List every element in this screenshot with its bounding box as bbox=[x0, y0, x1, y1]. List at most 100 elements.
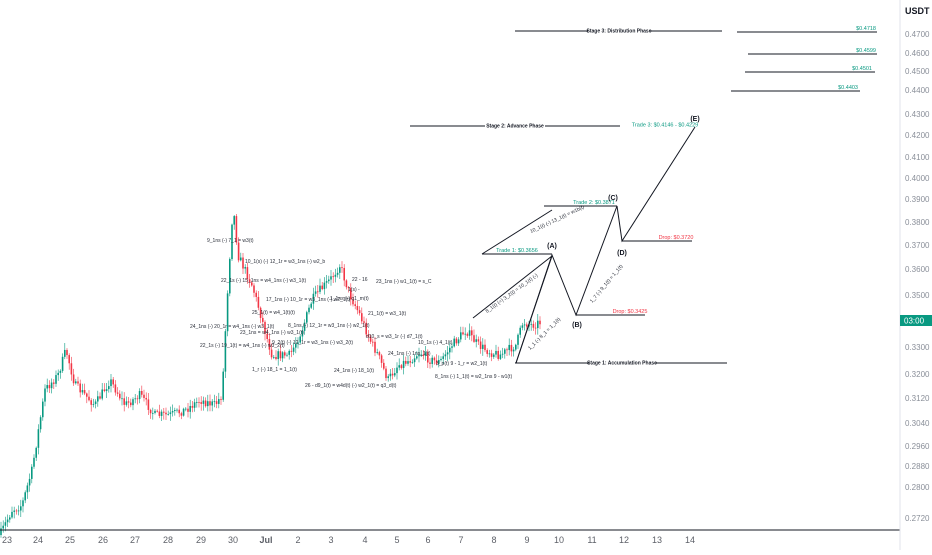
candle-body bbox=[68, 355, 70, 364]
y-tick-label: 0.4300 bbox=[905, 110, 930, 119]
wave-label-e: (E) bbox=[690, 116, 699, 123]
note: 8_1ns (-) 1_1(t) = w2_1ns 9 - w1(t) bbox=[435, 374, 512, 380]
x-tick-label: 12 bbox=[619, 535, 629, 545]
note: 23_1ns (-) w1_1(t) = s_C bbox=[376, 279, 432, 285]
target-label-4: $0.4403 bbox=[838, 85, 858, 91]
y-tick-label: 0.3700 bbox=[905, 241, 930, 250]
note: 24_1ns (-) 1ns_1(t) bbox=[388, 351, 431, 357]
candle-body bbox=[486, 350, 488, 354]
drop1-label: Drop: $0.3425 bbox=[613, 309, 648, 315]
target-label-3: $0.4501 bbox=[852, 66, 872, 72]
candle-body bbox=[180, 413, 183, 416]
candle-body bbox=[396, 367, 398, 374]
candle-body bbox=[475, 339, 477, 342]
candle-body bbox=[132, 399, 134, 406]
candle-body bbox=[125, 401, 128, 405]
candle-body bbox=[323, 282, 326, 290]
candle-body bbox=[537, 320, 539, 329]
wave-annotation-1: 10_1(t) (-) 13_1(t) = w1b(t) bbox=[529, 204, 585, 235]
candle-body bbox=[350, 288, 352, 300]
candle-body bbox=[182, 408, 185, 416]
candle-body bbox=[64, 349, 66, 357]
candle-body bbox=[354, 304, 356, 306]
candle-body bbox=[134, 398, 136, 400]
candle-body bbox=[409, 361, 411, 363]
note: 17_1ns (-) 10_1r = w3_1ns (-) w2_1(t) bbox=[266, 297, 351, 303]
candle-body bbox=[112, 379, 114, 385]
candle-body bbox=[493, 354, 495, 357]
wave-annotation-3: 1_1 (-) 8_1 = 1_1(t) bbox=[527, 316, 562, 351]
candle-body bbox=[303, 322, 306, 331]
candle-body bbox=[24, 492, 26, 501]
x-tick-label: 8 bbox=[491, 535, 496, 545]
candle-body bbox=[431, 357, 433, 364]
x-tick-label: 4 bbox=[362, 535, 367, 545]
candle-body bbox=[86, 393, 88, 397]
candle-body bbox=[479, 341, 482, 349]
x-tick-label: 23 bbox=[2, 535, 12, 545]
candle-body bbox=[4, 522, 7, 526]
candle-body bbox=[215, 401, 218, 404]
candle-body bbox=[20, 506, 22, 511]
candle-body bbox=[506, 349, 508, 351]
candle-body bbox=[53, 382, 55, 384]
candle-body bbox=[523, 324, 526, 326]
candle-body bbox=[255, 292, 257, 297]
candle-body bbox=[378, 352, 381, 356]
wave-label-c: (C) bbox=[608, 195, 618, 202]
candle-body bbox=[31, 466, 33, 479]
candle-body bbox=[361, 313, 363, 322]
candle-body bbox=[462, 332, 464, 335]
candle-body bbox=[156, 410, 158, 412]
candle-body bbox=[218, 399, 220, 404]
y-tick-label: 0.2800 bbox=[905, 483, 930, 492]
candle-body bbox=[413, 358, 416, 363]
candle-body bbox=[90, 400, 92, 405]
elliott-notes: 9_1ns (-) 7_1 = w3(t) 10_1(s) (-) 12_1r … bbox=[190, 238, 512, 389]
candle-body bbox=[101, 389, 103, 399]
candle-body bbox=[88, 396, 90, 401]
note: 1_r (-) 18_1 = 1_1(t) bbox=[252, 367, 297, 373]
candle-body bbox=[204, 400, 207, 407]
candle-body bbox=[11, 511, 13, 518]
note: 22_1s (-) 15_1ns = w4_1ns (-) w3_1(t) bbox=[221, 278, 307, 284]
candle-body bbox=[286, 354, 288, 356]
candle-body bbox=[464, 333, 466, 335]
candle-body bbox=[209, 401, 211, 406]
candle-body bbox=[526, 324, 528, 327]
candle-body bbox=[130, 402, 132, 406]
candle-body bbox=[178, 409, 180, 414]
candle-body bbox=[427, 352, 429, 363]
candle-body bbox=[235, 216, 238, 243]
candle-body bbox=[358, 310, 361, 314]
candle-body bbox=[363, 321, 365, 323]
y-tick-label: 0.3040 bbox=[905, 419, 930, 428]
candle-body bbox=[244, 267, 246, 269]
candle-body bbox=[251, 282, 253, 286]
note: 9_2(t) (-) 12_1r = w3_1ns (-) w3_2(t) bbox=[272, 340, 353, 346]
candle-body bbox=[310, 303, 312, 308]
candle-body bbox=[501, 353, 504, 355]
current-price-label: 03:00 bbox=[904, 317, 925, 326]
candle-body bbox=[471, 330, 473, 336]
candle-body bbox=[242, 257, 244, 269]
y-tick-label: 0.3800 bbox=[905, 218, 930, 227]
y-tick-label: 0.3500 bbox=[905, 291, 930, 300]
candle-body bbox=[281, 352, 284, 359]
note: 26 - d9_1(t) = w4d(t) (-) w2_1(t) = q3_d… bbox=[305, 383, 397, 389]
candle-body bbox=[308, 307, 310, 313]
y-tick-label: 0.4200 bbox=[905, 131, 930, 140]
candle-body bbox=[424, 352, 427, 356]
wave-label-b: (B) bbox=[572, 322, 582, 329]
y-tick-label: 0.4700 bbox=[905, 30, 930, 39]
candle-body bbox=[380, 355, 383, 363]
y-tick-label: 0.3200 bbox=[905, 370, 930, 379]
candle-body bbox=[26, 485, 29, 493]
candle-body bbox=[224, 331, 227, 372]
y-tick-label: 0.4400 bbox=[905, 86, 930, 95]
candle-body bbox=[367, 334, 370, 337]
candle-body bbox=[213, 401, 216, 403]
candle-body bbox=[70, 363, 73, 375]
candle-body bbox=[141, 391, 143, 395]
